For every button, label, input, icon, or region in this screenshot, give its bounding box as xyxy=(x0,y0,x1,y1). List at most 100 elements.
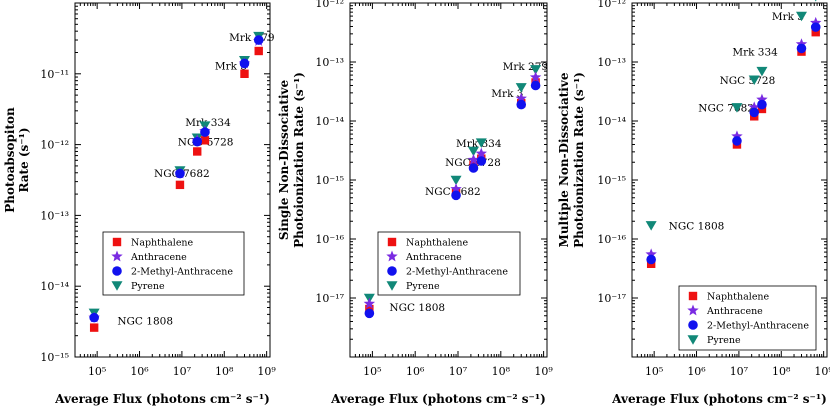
x-axis-title: Average Flux (photons cm⁻² s⁻¹) xyxy=(54,392,270,406)
data-point-circle xyxy=(200,127,210,137)
data-point-square xyxy=(240,69,249,78)
data-point-circle xyxy=(757,99,767,110)
data-point-triangle-down xyxy=(450,175,462,186)
legend-marker-circle xyxy=(112,266,122,276)
data-point-star xyxy=(515,92,527,104)
x-axis-title: Average Flux (photons cm⁻² s⁻¹) xyxy=(611,392,827,406)
legend-marker-star xyxy=(687,304,699,316)
y-tick-label: 10⁻¹⁵ xyxy=(597,174,626,187)
data-point-circle xyxy=(364,308,375,319)
data-point-star xyxy=(475,147,487,159)
legend-marker-star xyxy=(111,250,123,262)
x-tick-label: 10⁵ xyxy=(88,365,106,378)
y-axis-title: Rate (s⁻¹) xyxy=(17,127,31,192)
legend-label: Anthracene xyxy=(130,252,187,263)
y-tick-label: 10⁻¹² xyxy=(597,0,626,10)
y-tick-label: 10⁻¹⁴ xyxy=(40,280,69,293)
y-axis-title: Photoionization Rate (s⁻¹) xyxy=(292,72,306,248)
legend-box xyxy=(678,285,817,351)
y-tick-label: 10⁻¹³ xyxy=(597,56,626,69)
data-point-square xyxy=(811,27,820,37)
data-point-circle xyxy=(732,136,742,146)
x-tick-label: 10⁹ xyxy=(814,365,830,378)
x-tick-label: 10⁹ xyxy=(534,365,553,378)
point-annotation: Mrk 334 xyxy=(732,47,778,59)
data-point-circle xyxy=(530,80,541,91)
legend-label: Anthracene xyxy=(706,306,763,317)
point-annotation: NGC 5728 xyxy=(720,75,776,87)
data-point-square xyxy=(254,46,263,56)
legend: Naphthalene Anthracene 2-Methyl-Anthracene… xyxy=(377,231,521,296)
y-tick-label: 10⁻¹⁷ xyxy=(315,292,344,305)
x-tick-label: 10⁷ xyxy=(730,365,749,378)
x-tick-label: 10⁶ xyxy=(687,365,706,378)
y-tick-label: 10⁻¹³ xyxy=(40,209,69,222)
legend-marker-circle xyxy=(688,320,698,330)
data-point-star xyxy=(467,153,480,165)
y-tick-label: 10⁻¹¹ xyxy=(40,68,69,81)
data-point-square xyxy=(193,147,202,156)
data-point-triangle-down xyxy=(814,0,817,2)
point-annotation: NGC 7682 xyxy=(698,102,754,114)
point-annotation: NGC 1808 xyxy=(669,220,725,232)
data-point-circle xyxy=(175,168,185,179)
point-annotation: NGC 1808 xyxy=(117,315,173,327)
data-point-triangle-down xyxy=(795,11,807,22)
y-tick-label: 10⁻¹⁷ xyxy=(597,292,626,305)
y-tick-label: 10⁻¹⁶ xyxy=(597,233,626,246)
legend-marker-triangle-down xyxy=(111,281,123,291)
point-annotation: Mrk 3 xyxy=(215,61,247,73)
data-point-triangle-down xyxy=(756,66,768,77)
data-point-star xyxy=(529,71,542,83)
chart-panel-3: 10⁵ 10⁶ 10⁷ 10⁸ 10⁹ 10⁻¹⁷ 10⁻¹⁶ 10⁻¹⁵ 10⁻¹⁴ 10⁻¹³… xyxy=(557,0,830,406)
data-point-triangle-down xyxy=(475,138,487,148)
x-tick-label: 10⁵ xyxy=(645,365,663,378)
legend-label: Naphthalene xyxy=(707,292,770,303)
legend-label: Naphthalene xyxy=(131,238,194,249)
y-axis-title: Single Non-Dissociative xyxy=(277,80,291,241)
x-tick-label: 10⁶ xyxy=(406,365,425,378)
data-point-circle xyxy=(253,35,264,45)
y-tick-label: 10⁻¹² xyxy=(40,139,69,152)
y-tick-label: 10⁻¹⁴ xyxy=(315,115,344,128)
data-point-circle xyxy=(516,99,527,110)
legend: Naphthalene Anthracene 2-Methyl-Anthracene… xyxy=(678,285,817,351)
data-point-circle xyxy=(468,163,479,173)
legend-label: Pyrene xyxy=(707,335,741,346)
x-tick-label: 10⁷ xyxy=(173,365,192,378)
legend-marker-circle xyxy=(387,266,397,276)
legend-marker-square xyxy=(387,237,397,247)
data-point-star xyxy=(810,16,822,28)
data-point-circle xyxy=(646,254,656,265)
y-axis-title: Photoabsopiton xyxy=(3,107,17,213)
x-axis-title: Average Flux (photons cm⁻² s⁻¹) xyxy=(330,392,546,406)
legend-marker-square xyxy=(112,237,122,247)
data-point-triangle-down xyxy=(515,83,527,93)
chart-panel-1: 10⁵ 10⁶ 10⁷ 10⁸ 10⁹ 10⁻¹⁵ 10⁻¹⁴ 10⁻¹³ 10⁻¹² 10⁻¹¹… xyxy=(3,2,276,406)
legend-box xyxy=(377,231,521,296)
data-point-circle xyxy=(476,156,487,166)
point-annotation: Mrk 334 xyxy=(456,138,502,150)
x-tick-label: 10⁸ xyxy=(772,365,791,378)
y-tick-label: 10⁻¹⁵ xyxy=(315,174,344,187)
data-point-circle xyxy=(192,136,203,147)
point-annotation: Mrk 279 xyxy=(503,61,549,73)
data-point-star xyxy=(645,248,657,260)
plot-frame xyxy=(349,2,548,358)
point-annotation: Mrk 279 xyxy=(229,32,275,44)
point-annotation: Mrk 3 xyxy=(772,11,804,23)
data-point-square xyxy=(200,136,210,145)
data-point-triangle-down xyxy=(731,103,743,113)
point-annotation: NGC 1808 xyxy=(389,302,445,314)
x-tick-label: 10⁸ xyxy=(215,365,234,378)
y-tick-label: 10⁻¹⁶ xyxy=(315,233,344,246)
data-point-circle xyxy=(749,107,760,118)
y-tick-label: 10⁻¹² xyxy=(315,0,344,10)
y-tick-label: 10⁻¹⁴ xyxy=(597,115,626,128)
data-point-square xyxy=(175,180,185,190)
data-point-circle xyxy=(89,312,99,323)
x-tick-label: 10⁶ xyxy=(130,365,149,378)
data-point-triangle-down xyxy=(645,221,657,231)
legend-label: Anthracene xyxy=(405,252,462,263)
